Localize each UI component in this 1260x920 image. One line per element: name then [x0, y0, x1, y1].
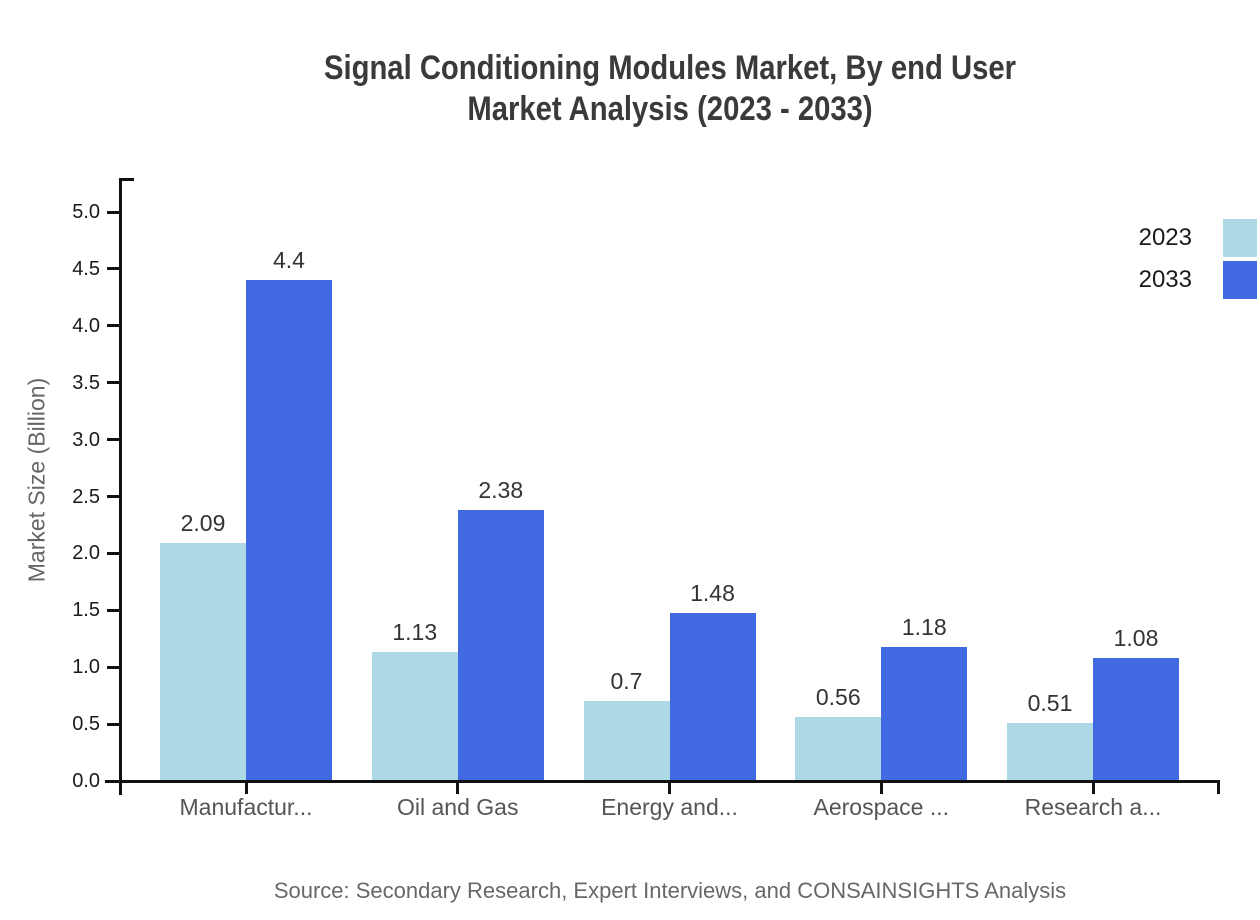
y-tick-label: 2.0: [72, 542, 100, 565]
bar-2023-4: [795, 717, 882, 781]
y-tick-mark: [107, 210, 120, 214]
y-tick-mark: [107, 324, 120, 328]
y-tick-mark: [107, 438, 120, 442]
bar-2033-1: [246, 280, 332, 781]
bar-value-label: 1.08: [1113, 625, 1159, 652]
legend-swatch-icon: [1223, 219, 1257, 257]
x-axis-spine: [105, 780, 1220, 783]
y-tick-label: 1.5: [72, 599, 100, 622]
x-category-label: Research a...: [1024, 794, 1162, 820]
legend-swatch-icon: [1223, 261, 1257, 299]
y-tick-mark: [107, 722, 120, 726]
y-tick-label: 4.0: [72, 314, 100, 337]
bar-2033-2: [457, 510, 544, 781]
y-tick-label: 4.5: [72, 257, 100, 280]
legend-item-2023: 2023: [1139, 219, 1257, 257]
y-tick-label: 1.0: [72, 656, 100, 679]
bar-value-label: 1.13: [392, 619, 438, 646]
chart-title-line1: Signal Conditioning Modules Market, By e…: [323, 49, 1017, 87]
bar-2033-3: [669, 612, 756, 781]
y-tick-label: 0.5: [72, 713, 100, 736]
bar-2023-5: [1007, 722, 1093, 781]
x-tick-mark: [668, 781, 671, 794]
bar-value-label: 1.48: [690, 579, 735, 606]
bar-value-label: 1.18: [901, 613, 947, 640]
y-tick-label: 5.0: [72, 201, 100, 223]
x-category-label: Manufactur...: [179, 794, 313, 820]
x-tick-mark: [1091, 781, 1095, 794]
x-category-label: Energy and...: [601, 794, 738, 820]
x-tick-mark: [244, 781, 248, 794]
bar-2023-3: [583, 701, 670, 781]
bar-value-label: 0.7: [610, 668, 643, 695]
x-category-label: Oil and Gas: [397, 794, 519, 820]
bar-2023-1: [160, 543, 246, 781]
y-tick-mark: [107, 267, 120, 271]
bar-value-label: 0.51: [1027, 689, 1073, 716]
x-tick-mark: [456, 781, 460, 794]
y-tick-label: 2.5: [72, 485, 100, 508]
y-tick-label: 3.0: [72, 428, 100, 451]
bar-value-label: 0.56: [815, 684, 861, 711]
bar-2023-2: [371, 652, 458, 781]
bar-2033-5: [1093, 658, 1179, 781]
legend-item-2033: 2033: [1139, 261, 1257, 299]
x-category-label: Aerospace ...: [813, 794, 950, 820]
x-axis-end-cap: [1217, 780, 1220, 794]
bar-value-label: 2.09: [180, 510, 226, 537]
y-tick-label: 3.5: [72, 371, 100, 394]
chart-title: Signal Conditioning Modules Market, By e…: [197, 48, 1143, 130]
chart-title-line2: Market Analysis (2023 - 2033): [467, 90, 873, 128]
y-tick-label: 0.0: [72, 770, 100, 792]
y-tick-mark: [107, 551, 120, 555]
y-tick-mark: [107, 381, 120, 385]
y-axis-top-cap: [120, 178, 134, 181]
bar-2033-4: [881, 646, 968, 781]
y-tick-mark: [107, 608, 120, 612]
x-tick-mark: [879, 781, 883, 794]
legend-label: 2023: [1138, 224, 1192, 251]
legend-label: 2033: [1138, 266, 1192, 293]
y-tick-mark: [107, 665, 120, 669]
y-axis-spine: [119, 178, 122, 795]
bar-value-label: 4.4: [273, 247, 305, 274]
source-note: Source: Secondary Research, Expert Inter…: [273, 878, 1067, 903]
bar-value-label: 2.38: [478, 477, 524, 504]
y-tick-mark: [107, 495, 120, 498]
